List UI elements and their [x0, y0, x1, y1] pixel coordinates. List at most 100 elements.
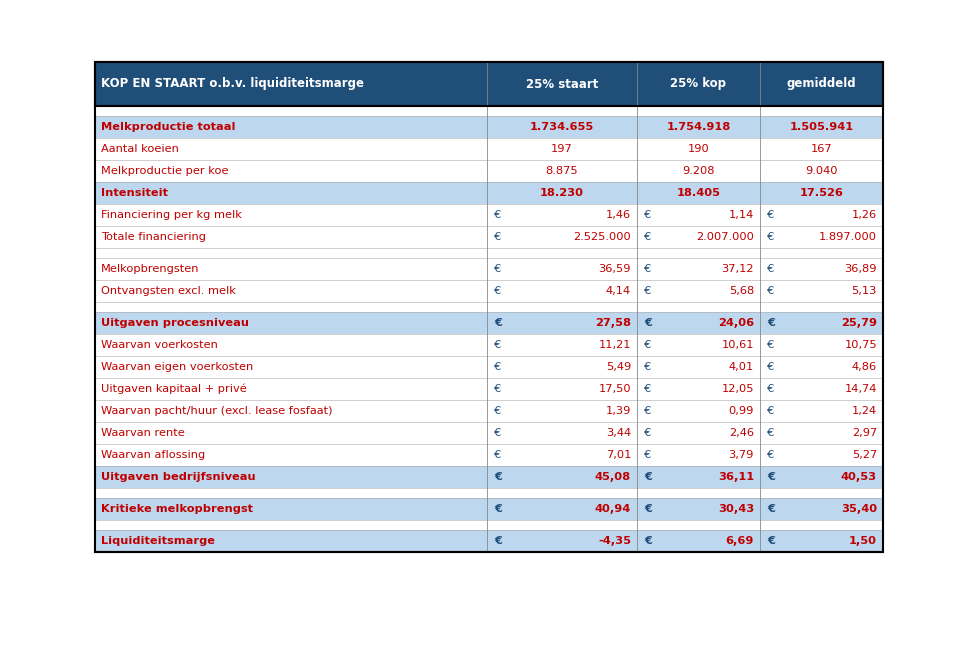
Bar	[95, 62, 882, 552]
Text: €: €	[493, 504, 501, 514]
Text: 4,86: 4,86	[851, 362, 876, 372]
Text: €: €	[643, 472, 652, 482]
Text: 2,46: 2,46	[728, 428, 753, 438]
Text: €: €	[766, 286, 774, 296]
Bar	[95, 520, 882, 530]
Text: €: €	[766, 472, 774, 482]
Text: €: €	[766, 384, 774, 394]
Text: 45,08: 45,08	[594, 472, 630, 482]
Text: Uitgaven procesniveau: Uitgaven procesniveau	[101, 318, 249, 328]
Text: 1,14: 1,14	[728, 210, 753, 220]
Text: €: €	[643, 536, 652, 546]
Text: €: €	[643, 210, 651, 220]
Text: 1.754.918: 1.754.918	[665, 122, 730, 132]
Bar	[95, 160, 882, 182]
Text: -4,35: -4,35	[597, 536, 630, 546]
Text: €: €	[493, 318, 501, 328]
Text: 25% kop: 25% kop	[670, 77, 726, 90]
Text: 14,74: 14,74	[844, 384, 876, 394]
Text: €: €	[766, 210, 774, 220]
Text: €: €	[643, 384, 651, 394]
Bar	[95, 62, 882, 106]
Text: 0,99: 0,99	[728, 406, 753, 416]
Text: 18.405: 18.405	[676, 188, 720, 198]
Text: 30,43: 30,43	[717, 504, 753, 514]
Text: Waarvan aflossing: Waarvan aflossing	[101, 450, 205, 460]
Text: Melkproductie per koe: Melkproductie per koe	[101, 166, 229, 176]
Text: 5,27: 5,27	[851, 450, 876, 460]
Text: €: €	[766, 536, 774, 546]
Text: 24,06: 24,06	[717, 318, 753, 328]
Text: 1,26: 1,26	[851, 210, 876, 220]
Bar	[95, 356, 882, 378]
Text: 36,89: 36,89	[843, 264, 876, 274]
Text: €: €	[766, 318, 774, 328]
Text: Waarvan pacht/huur (excl. lease fosfaat): Waarvan pacht/huur (excl. lease fosfaat)	[101, 406, 332, 416]
Bar	[95, 312, 882, 334]
Text: 4,01: 4,01	[728, 362, 753, 372]
Text: 1,50: 1,50	[848, 536, 876, 546]
Text: €: €	[493, 210, 501, 220]
Text: 10,75: 10,75	[843, 340, 876, 350]
Text: 1,24: 1,24	[851, 406, 876, 416]
Bar	[95, 280, 882, 302]
Text: €: €	[766, 406, 774, 416]
Text: €: €	[766, 340, 774, 350]
Text: €: €	[493, 286, 501, 296]
Text: 2.525.000: 2.525.000	[573, 232, 630, 242]
Text: €: €	[643, 504, 652, 514]
Bar	[95, 204, 882, 226]
Text: 5,49: 5,49	[605, 362, 630, 372]
Text: 36,59: 36,59	[598, 264, 630, 274]
Bar	[95, 182, 882, 204]
Text: 40,94: 40,94	[594, 504, 630, 514]
Text: 5,13: 5,13	[851, 286, 876, 296]
Text: Totale financiering: Totale financiering	[101, 232, 206, 242]
Bar	[95, 334, 882, 356]
Text: 3,79: 3,79	[728, 450, 753, 460]
Text: 17.526: 17.526	[799, 188, 842, 198]
Text: Ontvangsten excl. melk: Ontvangsten excl. melk	[101, 286, 235, 296]
Text: €: €	[643, 428, 651, 438]
Bar	[95, 248, 882, 258]
Text: Aantal koeien: Aantal koeien	[101, 144, 179, 154]
Bar	[95, 444, 882, 466]
Text: Melkproductie totaal: Melkproductie totaal	[101, 122, 235, 132]
Text: 190: 190	[687, 144, 708, 154]
Text: €: €	[643, 318, 652, 328]
Text: 35,40: 35,40	[840, 504, 876, 514]
Text: 167: 167	[810, 144, 831, 154]
Text: 6,69: 6,69	[725, 536, 753, 546]
Text: Kritieke melkopbrengst: Kritieke melkopbrengst	[101, 504, 253, 514]
Bar	[95, 226, 882, 248]
Text: €: €	[766, 232, 774, 242]
Text: KOP EN STAART o.b.v. liquiditeitsmarge: KOP EN STAART o.b.v. liquiditeitsmarge	[101, 77, 363, 90]
Text: €: €	[643, 340, 651, 350]
Text: Intensiteit: Intensiteit	[101, 188, 168, 198]
Text: €: €	[766, 264, 774, 274]
Text: €: €	[493, 384, 501, 394]
Text: €: €	[493, 472, 501, 482]
Text: 3,44: 3,44	[606, 428, 630, 438]
Text: Liquiditeitsmarge: Liquiditeitsmarge	[101, 536, 215, 546]
Text: 17,50: 17,50	[598, 384, 630, 394]
Text: 1,46: 1,46	[606, 210, 630, 220]
Text: gemiddeld: gemiddeld	[786, 77, 856, 90]
Text: 40,53: 40,53	[840, 472, 876, 482]
Text: 5,68: 5,68	[728, 286, 753, 296]
Text: 25% staart: 25% staart	[526, 77, 598, 90]
Text: 9.208: 9.208	[682, 166, 714, 176]
Bar	[95, 258, 882, 280]
Text: Financiering per kg melk: Financiering per kg melk	[101, 210, 241, 220]
Text: 12,05: 12,05	[721, 384, 753, 394]
Text: €: €	[766, 362, 774, 372]
Text: 1.897.000: 1.897.000	[818, 232, 876, 242]
Text: €: €	[493, 362, 501, 372]
Text: 8.875: 8.875	[545, 166, 577, 176]
Text: €: €	[643, 232, 651, 242]
Text: €: €	[493, 264, 501, 274]
Text: 2,97: 2,97	[851, 428, 876, 438]
Text: 1.505.941: 1.505.941	[788, 122, 853, 132]
Text: 25,79: 25,79	[840, 318, 876, 328]
Text: Uitgaven bedrijfsniveau: Uitgaven bedrijfsniveau	[101, 472, 255, 482]
